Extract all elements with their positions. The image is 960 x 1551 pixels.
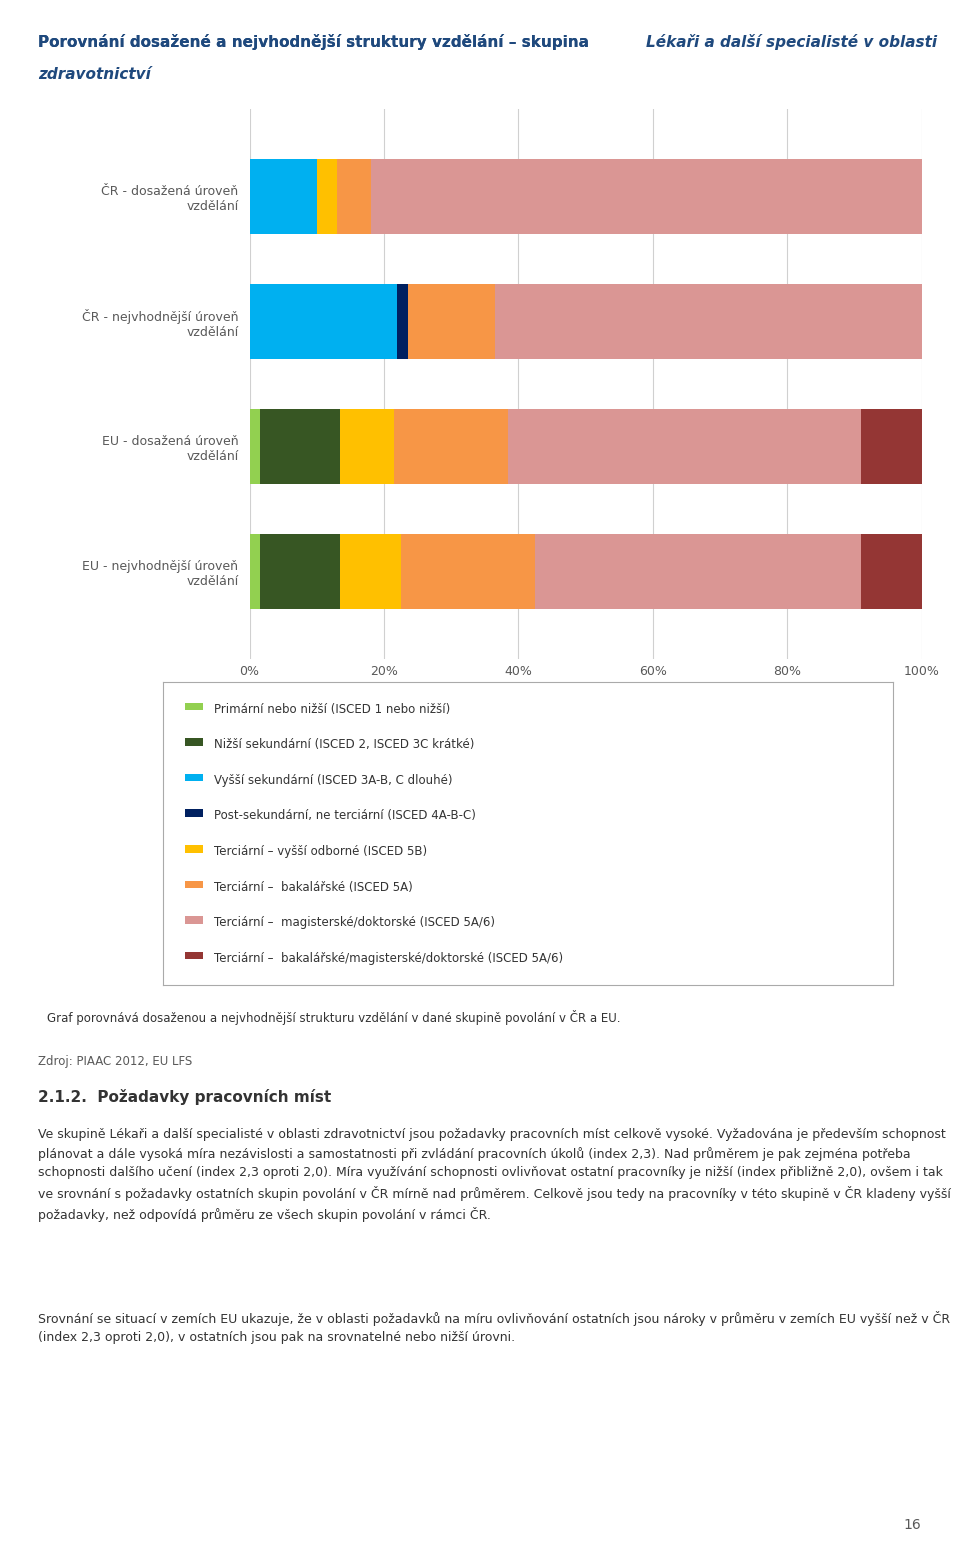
Bar: [250, 478, 922, 534]
Text: Nižší sekundární (ISCED 2, ISCED 3C krátké): Nižší sekundární (ISCED 2, ISCED 3C krát…: [214, 738, 474, 751]
Bar: [185, 881, 204, 889]
Bar: [259, 534, 340, 610]
Bar: [407, 284, 495, 358]
Bar: [250, 284, 397, 358]
Bar: [250, 158, 317, 234]
Text: Porovnání dosažené a nejvhodnější struktury vzdělání – skupina: Porovnání dosažené a nejvhodnější strukt…: [38, 34, 594, 50]
Bar: [250, 352, 922, 409]
Bar: [340, 534, 400, 610]
Bar: [250, 228, 922, 284]
Bar: [185, 774, 204, 782]
Bar: [250, 409, 922, 484]
Bar: [861, 534, 922, 610]
Bar: [250, 284, 922, 358]
Bar: [185, 845, 204, 853]
Text: Terciární –  bakalářské (ISCED 5A): Terciární – bakalářské (ISCED 5A): [214, 881, 413, 893]
Text: Porovnání dosažené a nejvhodnější struktury vzdělání – skupina: Porovnání dosažené a nejvhodnější strukt…: [38, 34, 594, 50]
Bar: [340, 409, 394, 484]
Text: zdravotnictví: zdravotnictví: [38, 67, 152, 82]
Bar: [185, 810, 204, 817]
Bar: [861, 409, 922, 484]
Bar: [509, 409, 861, 484]
Bar: [394, 409, 509, 484]
Text: Zdroj: PIAAC 2012, EU LFS: Zdroj: PIAAC 2012, EU LFS: [38, 1055, 193, 1067]
Text: Graf porovnává dosaženou a nejvhodnější strukturu vzdělání v dané skupině povolá: Graf porovnává dosaženou a nejvhodnější …: [47, 1010, 621, 1025]
Bar: [536, 534, 861, 610]
Bar: [317, 158, 337, 234]
Bar: [371, 158, 922, 234]
Text: Terciární – vyšší odborné (ISCED 5B): Terciární – vyšší odborné (ISCED 5B): [214, 845, 427, 858]
Text: 16: 16: [904, 1518, 922, 1532]
Text: Lékaři a další specialisté v oblasti: Lékaři a další specialisté v oblasti: [646, 34, 937, 50]
Bar: [185, 738, 204, 746]
Text: Ve skupině Lékaři a další specialisté v oblasti zdravotnictví jsou požadavky pra: Ve skupině Lékaři a další specialisté v …: [38, 1128, 951, 1222]
Bar: [185, 917, 204, 924]
Bar: [185, 703, 204, 710]
Bar: [250, 409, 259, 484]
Text: Terciární –  magisterské/doktorské (ISCED 5A/6): Terciární – magisterské/doktorské (ISCED…: [214, 917, 495, 929]
Text: Primární nebo nižší (ISCED 1 nebo nižší): Primární nebo nižší (ISCED 1 nebo nižší): [214, 703, 450, 715]
Bar: [397, 284, 407, 358]
Text: Vyšší sekundární (ISCED 3A-B, C dlouhé): Vyšší sekundární (ISCED 3A-B, C dlouhé): [214, 774, 453, 786]
Bar: [250, 534, 259, 610]
Bar: [337, 158, 371, 234]
Bar: [250, 158, 922, 234]
Text: Terciární –  bakalářské/magisterské/doktorské (ISCED 5A/6): Terciární – bakalářské/magisterské/dokto…: [214, 952, 564, 965]
Text: Post-sekundární, ne terciární (ISCED 4A-B-C): Post-sekundární, ne terciární (ISCED 4A-…: [214, 810, 476, 822]
Bar: [185, 952, 204, 960]
Bar: [495, 284, 922, 358]
Text: 2.1.2.  Požadavky pracovních míst: 2.1.2. Požadavky pracovních míst: [38, 1089, 331, 1104]
Bar: [250, 534, 922, 610]
Bar: [259, 409, 340, 484]
Bar: [401, 534, 536, 610]
Text: Srovnání se situací v zemích EU ukazuje, že v oblasti požadavků na míru ovlivňov: Srovnání se situací v zemích EU ukazuje,…: [38, 1311, 950, 1345]
